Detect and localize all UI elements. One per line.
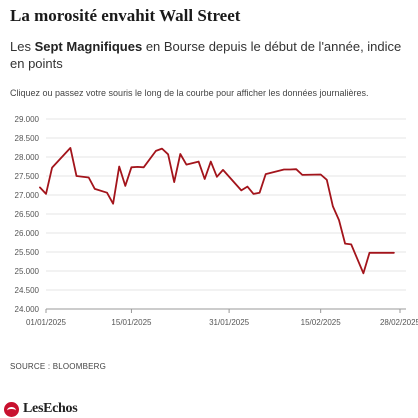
- data-point[interactable]: [75, 174, 79, 178]
- data-point[interactable]: [209, 160, 213, 164]
- subtitle-rest: en Bourse depuis le début de l'année, in…: [10, 39, 402, 71]
- source-note: SOURCE : BLOOMBERG: [10, 362, 107, 371]
- data-point[interactable]: [203, 177, 207, 181]
- data-point[interactable]: [172, 180, 176, 184]
- data-point[interactable]: [142, 165, 146, 169]
- x-tick-label: 31/01/2025: [209, 318, 250, 327]
- data-point[interactable]: [111, 202, 115, 206]
- data-point[interactable]: [252, 192, 256, 196]
- x-tick-label: 15/01/2025: [111, 318, 152, 327]
- data-point[interactable]: [184, 163, 188, 167]
- y-tick-label: 27.000: [15, 191, 40, 200]
- data-point[interactable]: [38, 185, 42, 189]
- data-point[interactable]: [258, 191, 262, 195]
- data-point[interactable]: [239, 188, 243, 192]
- data-point[interactable]: [374, 251, 378, 255]
- data-point[interactable]: [215, 175, 219, 179]
- y-tick-label: 24.500: [15, 286, 40, 295]
- subtitle-bold: Sept Magnifiques: [34, 39, 143, 54]
- data-point[interactable]: [282, 168, 286, 172]
- line-chart[interactable]: 24.000 24.500 25.000 25.500 26.000 26.500 27.0…: [0, 108, 418, 338]
- y-tick-label: 25.500: [15, 248, 40, 257]
- data-point[interactable]: [361, 271, 365, 275]
- data-point[interactable]: [343, 242, 347, 246]
- x-tick-label: 15/02/2025: [301, 318, 342, 327]
- data-point[interactable]: [264, 172, 268, 176]
- data-point[interactable]: [166, 152, 170, 156]
- y-tick-label: 29.000: [15, 115, 40, 124]
- chart-title: La morosité envahit Wall Street: [10, 6, 241, 25]
- data-point[interactable]: [105, 191, 109, 195]
- data-point[interactable]: [117, 165, 121, 169]
- y-tick-label: 28.000: [15, 153, 40, 162]
- data-point[interactable]: [154, 149, 158, 153]
- y-tick-label: 27.500: [15, 172, 40, 181]
- data-point[interactable]: [337, 218, 341, 222]
- data-point[interactable]: [380, 251, 384, 255]
- y-tick-label: 26.500: [15, 210, 40, 219]
- data-point[interactable]: [367, 251, 371, 255]
- chart-subtitle: Les Sept Magnifiques en Bourse depuis le…: [10, 38, 406, 72]
- les-echos-logo: LesEchos: [4, 400, 78, 418]
- data-point[interactable]: [349, 242, 353, 246]
- x-tick-label: 01/01/2025: [26, 318, 67, 327]
- data-point[interactable]: [44, 192, 48, 196]
- y-tick-label: 25.000: [15, 267, 40, 276]
- data-point[interactable]: [136, 165, 140, 169]
- data-point[interactable]: [87, 176, 91, 180]
- data-point[interactable]: [294, 167, 298, 171]
- data-point[interactable]: [68, 146, 72, 150]
- data-point[interactable]: [300, 173, 304, 177]
- data-point[interactable]: [129, 165, 133, 169]
- data-point[interactable]: [392, 251, 396, 255]
- logo-text: LesEchos: [23, 401, 78, 416]
- data-point[interactable]: [123, 184, 127, 188]
- chart-instruction: Cliquez ou passez votre souris le long d…: [10, 88, 369, 98]
- data-point[interactable]: [178, 152, 182, 156]
- data-point[interactable]: [325, 178, 329, 182]
- y-tick-label: 24.000: [15, 305, 40, 314]
- data-point[interactable]: [93, 187, 97, 191]
- y-tick-label: 26.000: [15, 229, 40, 238]
- data-point[interactable]: [288, 168, 292, 172]
- data-point[interactable]: [331, 204, 335, 208]
- les-echos-logo-icon: [4, 401, 19, 417]
- data-point[interactable]: [221, 168, 225, 172]
- series-line[interactable]: [39, 147, 395, 275]
- data-point[interactable]: [197, 160, 201, 164]
- data-point[interactable]: [386, 251, 390, 255]
- data-point[interactable]: [245, 185, 249, 189]
- data-point[interactable]: [160, 147, 164, 151]
- data-point[interactable]: [319, 172, 323, 176]
- subtitle-prefix: Les: [10, 39, 35, 54]
- y-tick-label: 28.500: [15, 134, 40, 143]
- data-point[interactable]: [50, 166, 54, 170]
- x-tick-label: 28/02/2025: [380, 318, 418, 327]
